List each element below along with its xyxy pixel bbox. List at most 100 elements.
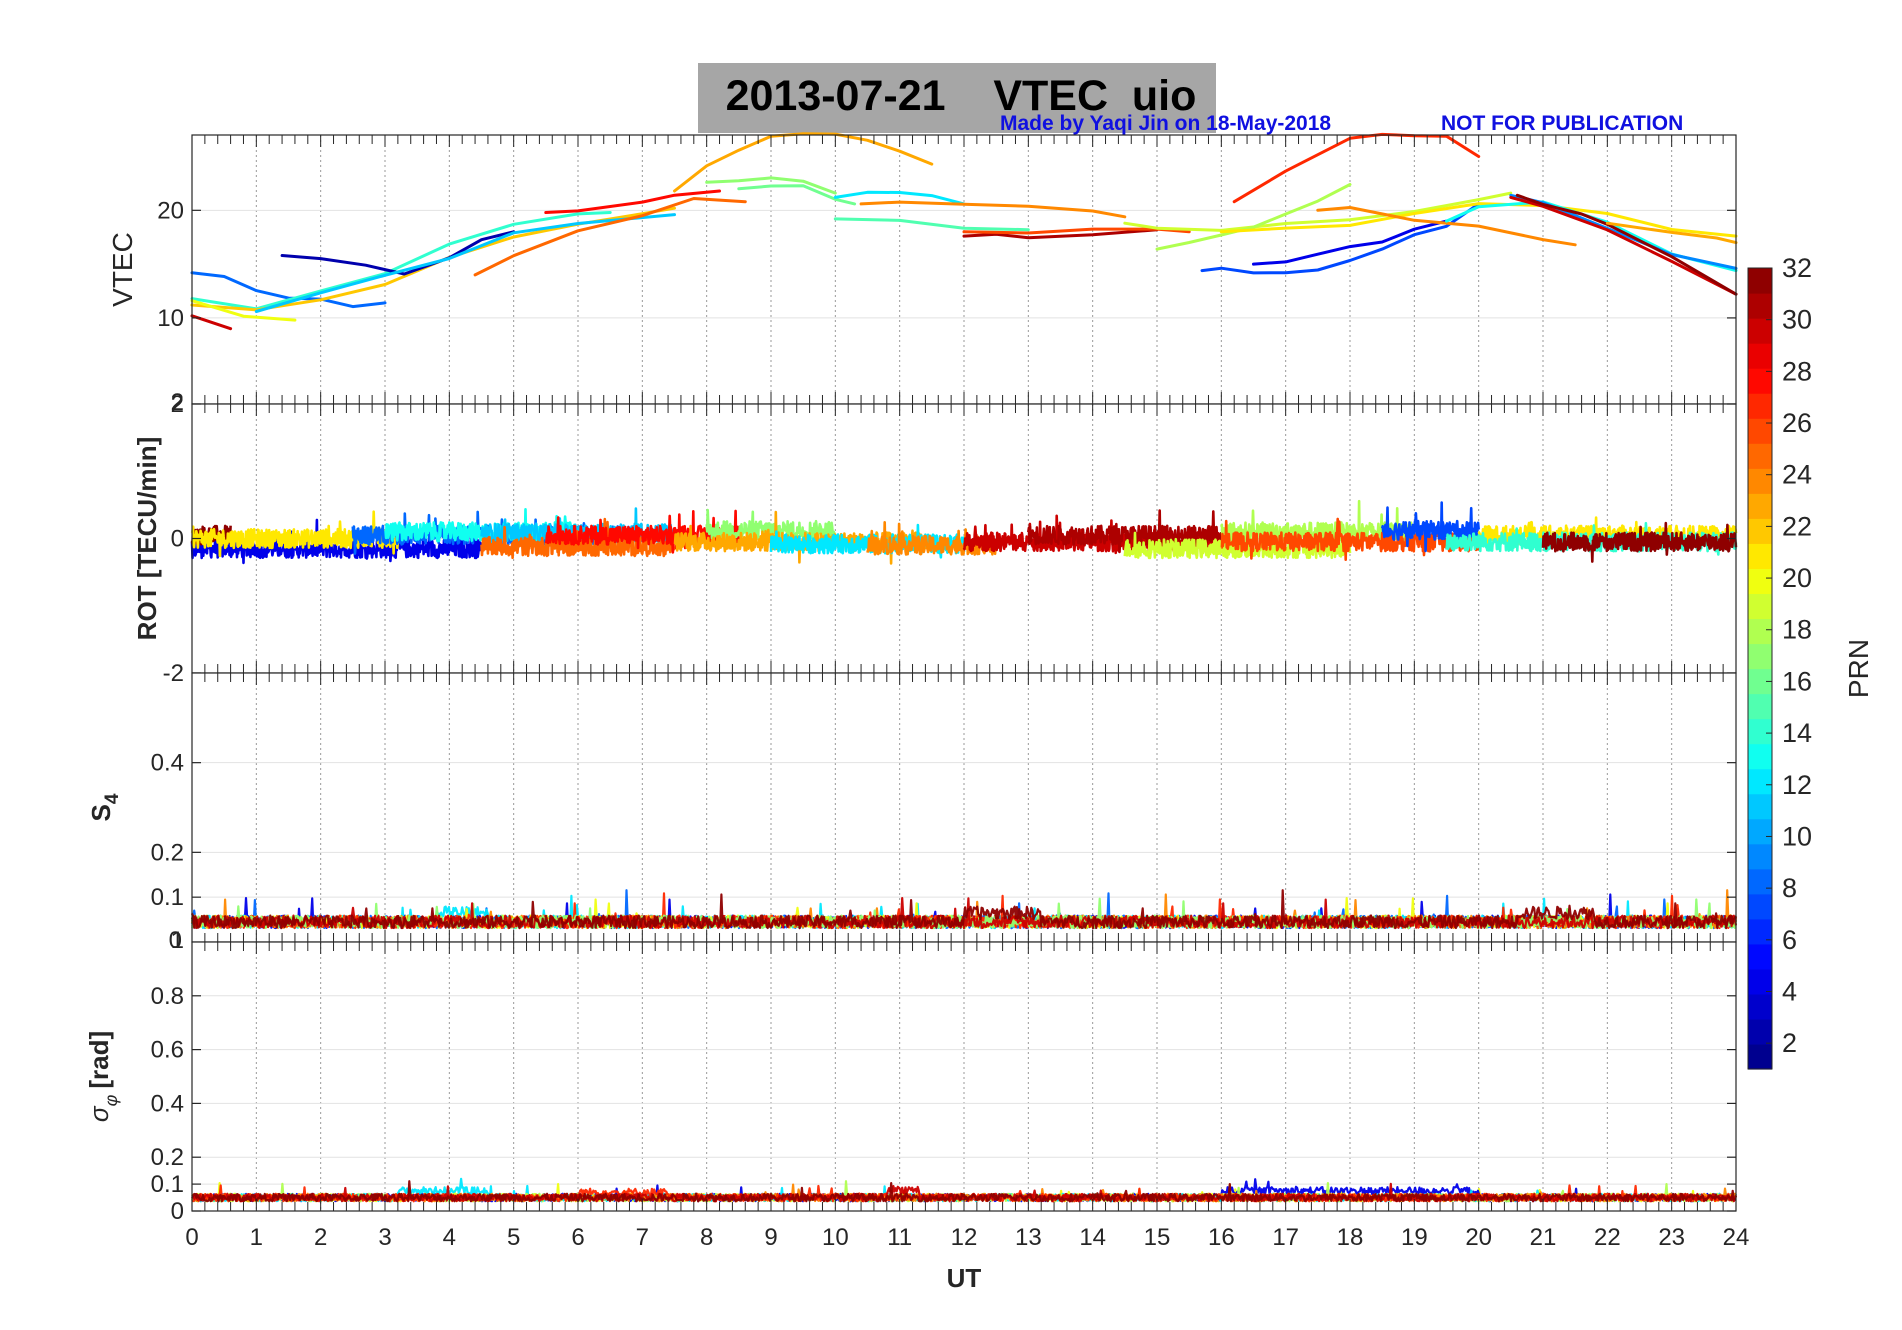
y-tick-label: 0.1 bbox=[151, 884, 184, 911]
colorbar-swatch bbox=[1748, 593, 1772, 620]
colorbar-tick-label: 20 bbox=[1782, 563, 1812, 593]
colorbar-tick-label: 16 bbox=[1782, 666, 1812, 696]
x-tick-label: 24 bbox=[1723, 1224, 1750, 1251]
vtec-trace-prn-32 bbox=[1515, 193, 1738, 296]
y-tick-label: 10 bbox=[157, 305, 184, 332]
chart-title: 2013-07-21 VTEC uio bbox=[706, 72, 1216, 121]
plot-area bbox=[192, 942, 1736, 1211]
colorbar-swatch bbox=[1748, 693, 1772, 720]
vtec-trace-prn-28 bbox=[544, 189, 721, 214]
colorbar-tick-label: 26 bbox=[1782, 408, 1812, 438]
vtec-trace-prn-24 bbox=[859, 200, 1127, 219]
colorbar-swatch bbox=[1748, 868, 1772, 895]
title-date: 2013-07-21 bbox=[725, 72, 946, 120]
colorbar-swatch bbox=[1748, 543, 1772, 569]
plot-border bbox=[191, 941, 1737, 1212]
vtec-trace-prn-23 bbox=[1605, 221, 1738, 245]
y-axis-label: S4 bbox=[86, 793, 123, 821]
y-axis-label: σφ[rad] bbox=[84, 1031, 121, 1122]
colorbar-tick-label: 14 bbox=[1782, 718, 1812, 748]
x-tick-label: 3 bbox=[378, 1224, 391, 1251]
vtec-trace-prn-23 bbox=[673, 132, 934, 193]
vtec-trace-prn-11 bbox=[254, 213, 676, 313]
colorbar-swatch bbox=[1748, 368, 1772, 394]
panel-rot: -2 0 2 ROT [TECU/min] bbox=[132, 391, 1738, 687]
colorbar-label: PRN bbox=[1843, 639, 1874, 698]
x-tick-label: 14 bbox=[1079, 1224, 1106, 1251]
colorbar-swatch bbox=[1748, 893, 1772, 920]
y-tick-label: 0.4 bbox=[151, 750, 184, 777]
x-tick-label: 6 bbox=[571, 1224, 584, 1251]
x-tick-label: 0 bbox=[185, 1224, 198, 1251]
vtec-trace-prn-7 bbox=[1200, 202, 1481, 275]
colorbar-swatch bbox=[1748, 943, 1772, 970]
vtec-trace-prn-24 bbox=[1316, 206, 1577, 247]
vtec-trace-prn-20 bbox=[190, 299, 297, 322]
colorbar-tick-label: 10 bbox=[1782, 821, 1812, 851]
panel-vtec: 10 20 2 VTEC bbox=[107, 132, 1738, 416]
rot-trace-prn-32 bbox=[1541, 521, 1738, 563]
y-tick-label: 0.6 bbox=[151, 1037, 184, 1064]
colorbar-swatch bbox=[1748, 718, 1772, 745]
vtec-trace-prn-14 bbox=[190, 211, 612, 311]
x-tick-label: 22 bbox=[1594, 1224, 1621, 1251]
x-tick-label: 12 bbox=[951, 1224, 978, 1251]
y-tick-label: 0.2 bbox=[151, 1144, 184, 1171]
colorbar-tick-label: 28 bbox=[1782, 356, 1812, 386]
sigma-trace-prn-32 bbox=[191, 1180, 1736, 1203]
x-tick-label: 20 bbox=[1465, 1224, 1492, 1251]
colorbar-swatch bbox=[1748, 518, 1772, 544]
vtec-trace-prn-18 bbox=[1155, 183, 1352, 251]
colorbar-swatch bbox=[1748, 493, 1772, 519]
y-tick-label: 0.4 bbox=[151, 1090, 184, 1117]
colorbar-tick-label: 24 bbox=[1782, 460, 1812, 490]
y-tick-label: 0.1 bbox=[151, 1171, 184, 1198]
colorbar-swatch bbox=[1748, 643, 1772, 670]
x-tick-label: 2 bbox=[314, 1224, 327, 1251]
vtec-trace-prn-16 bbox=[737, 184, 857, 206]
colorbar-tick-label: 6 bbox=[1782, 925, 1797, 955]
y-tick-label-overlap: 0 bbox=[169, 927, 182, 954]
x-tick-label: 21 bbox=[1530, 1224, 1557, 1251]
x-tick-label: 17 bbox=[1272, 1224, 1299, 1251]
colorbar-swatch bbox=[1748, 393, 1772, 419]
rot-trace-prn-17 bbox=[705, 508, 837, 542]
colorbar-swatch bbox=[1748, 843, 1772, 870]
rot-trace-prn-31 bbox=[1027, 509, 1223, 554]
vtec-trace-prn-25 bbox=[473, 197, 747, 277]
panel-s4: 0.1 0.2 0.4 10 S4 bbox=[86, 672, 1738, 954]
vtec-trace-prn-31 bbox=[962, 228, 1159, 240]
title-main: VTEC uio bbox=[993, 72, 1197, 120]
plot-area bbox=[192, 135, 1736, 404]
vtec-trace-prn-30 bbox=[1509, 195, 1738, 296]
x-tick-label: 1 bbox=[250, 1224, 263, 1251]
title-box bbox=[698, 63, 1216, 133]
x-tick-label: 4 bbox=[443, 1224, 456, 1251]
colorbar-tick-label: 4 bbox=[1782, 976, 1797, 1006]
colorbar-tick-label: 22 bbox=[1782, 511, 1812, 541]
x-axis: 0 1 2 3 4 5 6 7 8 9 10 11 12 13 14 15 16 17 18 19 20 21 22 23 24… bbox=[185, 1224, 1749, 1293]
colorbar-tick-label: 18 bbox=[1782, 615, 1812, 645]
colorbar-tick-label: 12 bbox=[1782, 770, 1812, 800]
colorbar-swatch bbox=[1748, 268, 1772, 294]
x-tick-label: 13 bbox=[1015, 1224, 1042, 1251]
credit-text: Made by Yaqi Jin on 18-May-2018 bbox=[1000, 112, 1332, 135]
colorbar-swatch bbox=[1748, 568, 1772, 595]
x-axis-label: UT bbox=[947, 1263, 982, 1293]
y-tick-label: 2 bbox=[171, 391, 184, 418]
panel-sigma_phi: 00.10.2 0.4 0.6 0.8 σφ[rad] bbox=[84, 941, 1738, 1225]
y-axis-label: ROT [TECU/min] bbox=[132, 437, 162, 641]
y-tick-label: 0 bbox=[171, 1198, 184, 1225]
x-tick-label: 16 bbox=[1208, 1224, 1235, 1251]
y-tick-label: 0 bbox=[171, 526, 184, 553]
x-tick-label: 18 bbox=[1337, 1224, 1364, 1251]
colorbar-swatch bbox=[1748, 968, 1772, 995]
x-tick-label: 11 bbox=[887, 1224, 912, 1251]
y-tick-label: 20 bbox=[157, 197, 184, 224]
colorbar-tick-label: 8 bbox=[1782, 873, 1797, 903]
colorbar-tick-label: 30 bbox=[1782, 305, 1812, 335]
colorbar-tick-label: 32 bbox=[1782, 253, 1812, 283]
vtec-trace-prn-19 bbox=[1123, 191, 1513, 232]
colorbar-swatch bbox=[1748, 418, 1772, 444]
